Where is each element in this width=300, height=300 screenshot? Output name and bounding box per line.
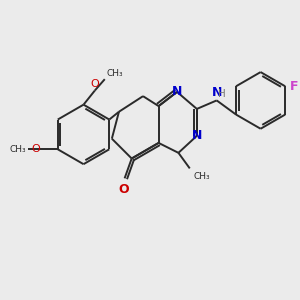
Text: CH₃: CH₃ bbox=[193, 172, 210, 181]
Text: CH₃: CH₃ bbox=[10, 145, 27, 154]
Text: CH₃: CH₃ bbox=[106, 69, 123, 78]
Text: N: N bbox=[212, 86, 222, 99]
Text: H: H bbox=[218, 89, 226, 99]
Text: F: F bbox=[290, 80, 299, 93]
Text: O: O bbox=[91, 79, 99, 89]
Text: O: O bbox=[31, 144, 40, 154]
Text: N: N bbox=[172, 85, 182, 98]
Text: O: O bbox=[119, 183, 129, 196]
Text: N: N bbox=[192, 129, 202, 142]
